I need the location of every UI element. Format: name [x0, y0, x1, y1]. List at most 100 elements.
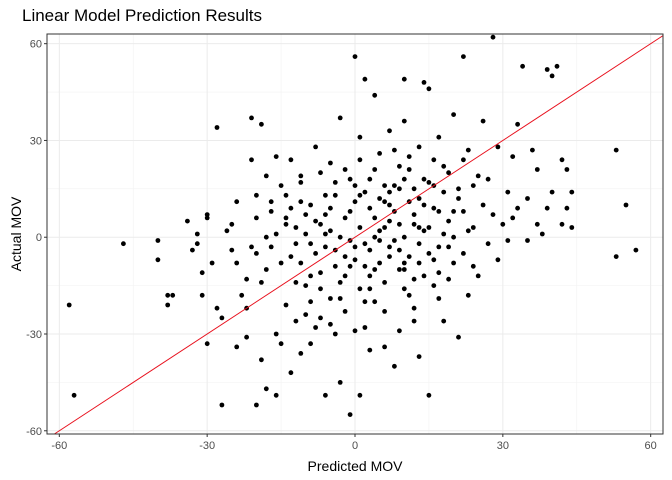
x-tick-label: -30: [199, 440, 215, 452]
data-point: [456, 186, 461, 192]
data-point: [387, 244, 392, 250]
data-point: [204, 215, 210, 221]
data-point: [352, 199, 358, 205]
data-point: [485, 176, 491, 182]
data-point: [362, 241, 368, 247]
data-point: [71, 392, 77, 398]
data-point: [470, 183, 476, 189]
data-point: [318, 315, 323, 321]
data-point: [254, 402, 259, 408]
data-point: [263, 234, 269, 240]
data-point: [293, 225, 299, 230]
data-point: [411, 186, 417, 192]
data-point: [121, 241, 126, 247]
data-point: [451, 260, 456, 266]
data-point: [278, 183, 284, 189]
data-point: [406, 292, 412, 298]
data-point: [323, 212, 328, 218]
data-point: [259, 357, 264, 363]
data-point: [377, 238, 382, 243]
data-point: [544, 67, 550, 72]
data-point: [268, 244, 274, 250]
data-point: [318, 286, 323, 292]
data-point: [357, 225, 363, 230]
data-point: [165, 302, 171, 308]
data-point: [470, 225, 476, 230]
data-point: [283, 215, 289, 221]
data-point: [544, 205, 550, 211]
axis-ticks: -60 -30 0 30 60 -60 -30 0 30 60: [26, 39, 657, 452]
data-point: [303, 312, 309, 317]
data-point: [249, 157, 254, 163]
data-point: [406, 167, 412, 172]
data-point: [229, 247, 235, 253]
data-point: [436, 134, 442, 140]
data-point: [234, 260, 240, 266]
data-point: [273, 154, 279, 160]
data-point: [515, 205, 520, 211]
data-point: [411, 212, 417, 218]
data-point: [234, 199, 240, 205]
data-point: [564, 205, 570, 211]
data-point: [441, 318, 447, 324]
data-point: [372, 234, 378, 240]
data-point: [263, 386, 269, 392]
data-point: [401, 234, 407, 240]
data-point: [194, 231, 200, 237]
data-point: [234, 344, 240, 350]
data-point: [530, 147, 535, 153]
data-point: [446, 218, 451, 224]
data-point: [510, 154, 516, 160]
data-point: [431, 283, 437, 288]
data-point: [495, 257, 501, 263]
data-point: [554, 63, 560, 69]
data-point: [268, 209, 274, 214]
data-point: [613, 147, 619, 153]
data-point: [239, 292, 245, 298]
data-point: [480, 118, 486, 124]
data-point: [397, 163, 402, 169]
data-point: [328, 160, 333, 166]
y-tick-label: 60: [30, 39, 42, 51]
reference-line: [54, 35, 664, 435]
data-point: [500, 221, 506, 227]
data-point: [426, 86, 432, 92]
data-point: [549, 73, 555, 79]
data-point: [382, 225, 387, 230]
data-point: [209, 260, 215, 266]
data-point: [387, 128, 392, 134]
data-point: [347, 412, 353, 417]
data-point: [293, 280, 299, 285]
chart-title: Linear Model Prediction Results: [22, 6, 263, 25]
data-point: [520, 63, 525, 69]
data-point: [362, 76, 368, 82]
data-point: [372, 167, 378, 172]
data-point: [352, 54, 358, 59]
data-point: [495, 144, 501, 150]
data-point: [490, 34, 496, 40]
data-point: [397, 247, 402, 253]
data-point: [387, 202, 392, 208]
data-point: [357, 134, 363, 140]
data-point: [362, 263, 368, 269]
x-axis-title: Predicted MOV: [308, 458, 404, 474]
data-point: [308, 299, 313, 305]
data-point: [534, 167, 540, 172]
data-point: [352, 328, 358, 334]
data-point: [382, 344, 387, 350]
data-point: [298, 199, 304, 205]
data-point: [372, 92, 378, 98]
data-point: [411, 221, 417, 227]
data-point: [377, 228, 382, 234]
data-point: [273, 392, 279, 398]
data-point: [318, 221, 323, 227]
data-point: [426, 251, 432, 256]
data-point: [377, 260, 382, 266]
data-point: [416, 354, 422, 359]
data-point: [337, 280, 343, 285]
data-point: [416, 241, 422, 247]
data-point: [436, 244, 442, 250]
data-point: [283, 192, 289, 198]
data-point: [332, 263, 338, 269]
data-point: [328, 321, 333, 327]
